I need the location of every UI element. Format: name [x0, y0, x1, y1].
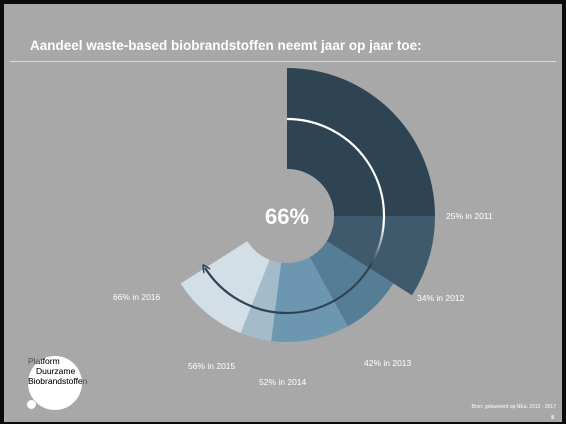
logo-text-line3: Biobrandstoffen	[28, 376, 88, 386]
center-value: 66%	[265, 204, 309, 229]
slide: Aandeel waste-based biobrandstoffen neem…	[4, 4, 562, 422]
sector-2011	[287, 68, 435, 216]
sector-2016	[180, 241, 270, 334]
radial-chart: 25% in 2011 34% in 2012 42% in 2013 52% in …	[113, 68, 493, 387]
slide-title: Aandeel waste-based biobrandstoffen neem…	[30, 38, 422, 53]
chart-labels: 25% in 2011 34% in 2012 42% in 2013 52% in …	[113, 211, 493, 387]
sector-2015	[240, 259, 282, 342]
logo-dot	[27, 400, 36, 409]
sector-2013	[309, 241, 394, 327]
label-2016: 66% in 2016	[113, 292, 161, 302]
platform-logo: Platform Duurzame Biobrandstoffen	[27, 356, 87, 412]
sector-2012	[326, 216, 436, 296]
label-2011: 25% in 2011	[446, 211, 493, 221]
logo-text-line2: Duurzame	[36, 366, 76, 376]
source-note: Bron: gebaseerd op NEa, 2012 - 2017	[471, 404, 556, 410]
logo-text-line1: Platform	[28, 356, 60, 366]
logo-text: Platform Duurzame Biobrandstoffen	[28, 356, 87, 386]
label-2013: 42% in 2013	[364, 358, 412, 368]
chart-sectors	[180, 68, 436, 342]
sector-2014	[271, 257, 348, 342]
logo-circle	[28, 356, 82, 410]
title-divider	[10, 61, 556, 62]
chart-center-hole	[240, 169, 334, 263]
page-number: 8	[551, 415, 554, 421]
label-2015: 56% in 2015	[188, 361, 236, 371]
label-2012: 34% in 2012	[417, 293, 465, 303]
increase-arrow	[205, 117, 386, 315]
label-2014: 52% in 2014	[259, 377, 307, 387]
